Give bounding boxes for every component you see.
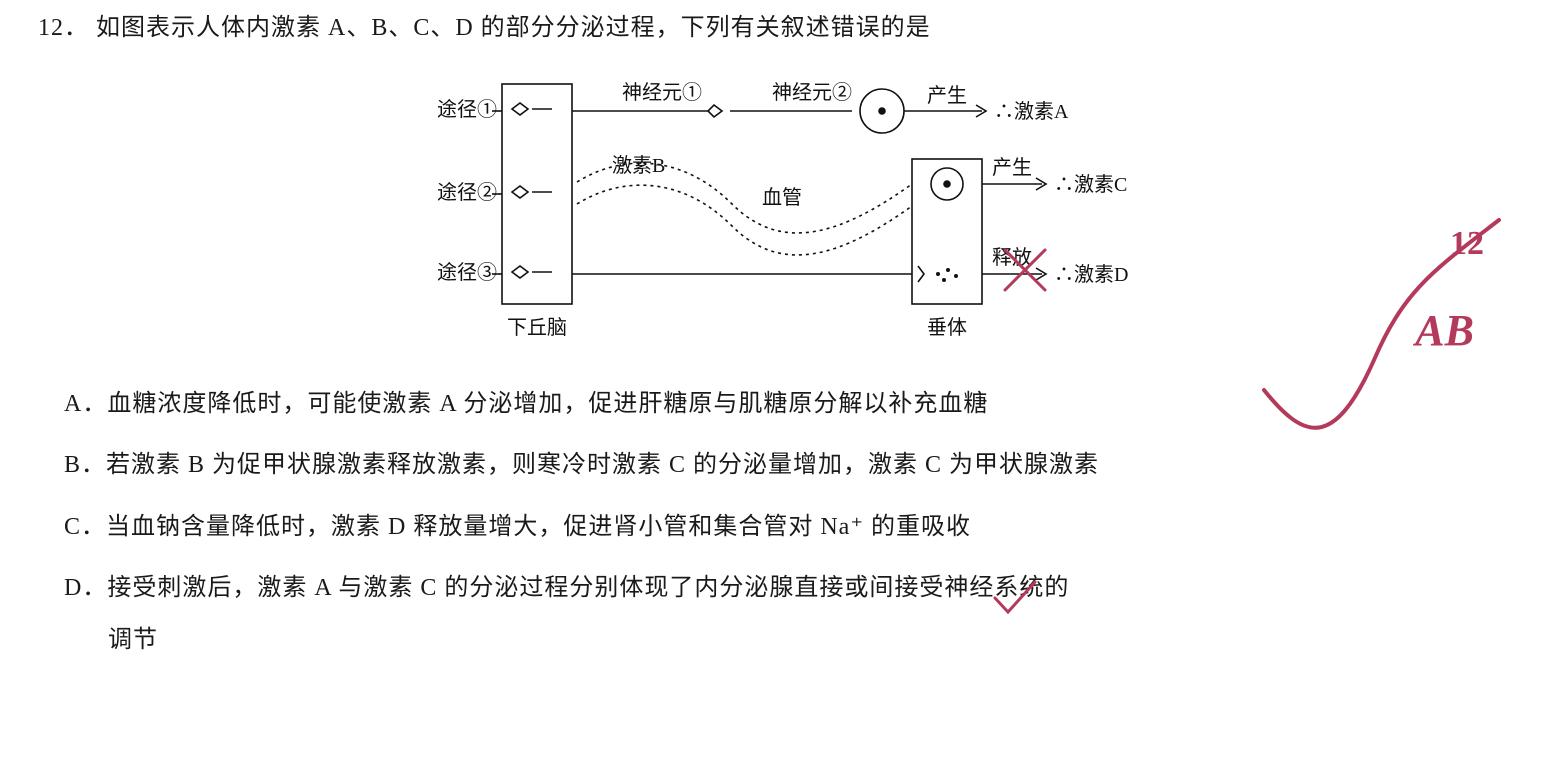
option-c: C．当血钠含量降低时，激素 D 释放量增大，促进肾小管和集合管对 Na⁺ 的重吸… [64,511,1514,545]
hormone-c-label: ∴激素C [1054,173,1127,196]
option-d-text2: 调节 [108,627,158,653]
option-c-text: C．当血钠含量降低时，激素 D 释放量增大，促进肾小管和集合管对 Na⁺ 的重吸… [64,514,971,540]
neuron1-label: 神经元① [622,81,702,104]
tick-mark-icon [990,580,1040,620]
option-a-text: A．血糖浓度降低时，可能使激素 A 分泌增加，促进肝糖原与肌糖原分解以补充血糖 [64,391,988,417]
path2-label: 途径② [437,181,497,204]
option-b: B．若激素 B 为促甲状腺激素释放激素，则寒冷时激素 C 的分泌量增加，激素 C… [64,449,1514,483]
option-b-text: B．若激素 B 为促甲状腺激素释放激素，则寒冷时激素 C 的分泌量增加，激素 C… [64,452,1099,478]
question-number: 12． [38,15,89,41]
question-text: 如图表示人体内激素 A、B、C、D 的部分分泌过程，下列有关叙述错误的是 [96,15,931,41]
cross-mark-icon [1000,240,1060,300]
hormone-d-label: ∴激素D [1054,263,1128,286]
produce1-label: 产生 [927,84,967,107]
question-stem: 12． 如图表示人体内激素 A、B、C、D 的部分分泌过程，下列有关叙述错误的是 [38,12,1514,46]
hormone-diagram: 下丘脑 垂体 途径① 途径② 途径③ 神经元① [382,64,1162,364]
label-hypothalamus: 下丘脑 [507,316,567,339]
path3-label: 途径③ [437,261,497,284]
option-d-text1: D．接受刺激后，激素 A 与激素 C 的分泌过程分别体现了内分泌腺直接或间接受神… [64,575,1069,601]
option-d: D．接受刺激后，激素 A 与激素 C 的分泌过程分别体现了内分泌腺直接或间接受神… [64,572,1514,606]
produce2-label: 产生 [992,156,1032,179]
option-d-cont: 调节 [108,624,1514,658]
neuron2-label: 神经元② [772,81,852,104]
label-pituitary: 垂体 [927,316,967,339]
hormone-a-label: ∴激素A [994,100,1069,123]
handwritten-answer: AB [1415,300,1474,362]
hormone-b-label: 激素B [612,154,665,177]
vessel-label: 血管 [762,186,802,209]
checkmark-scribble-icon [1244,280,1504,440]
path1-label: 途径① [437,98,497,121]
